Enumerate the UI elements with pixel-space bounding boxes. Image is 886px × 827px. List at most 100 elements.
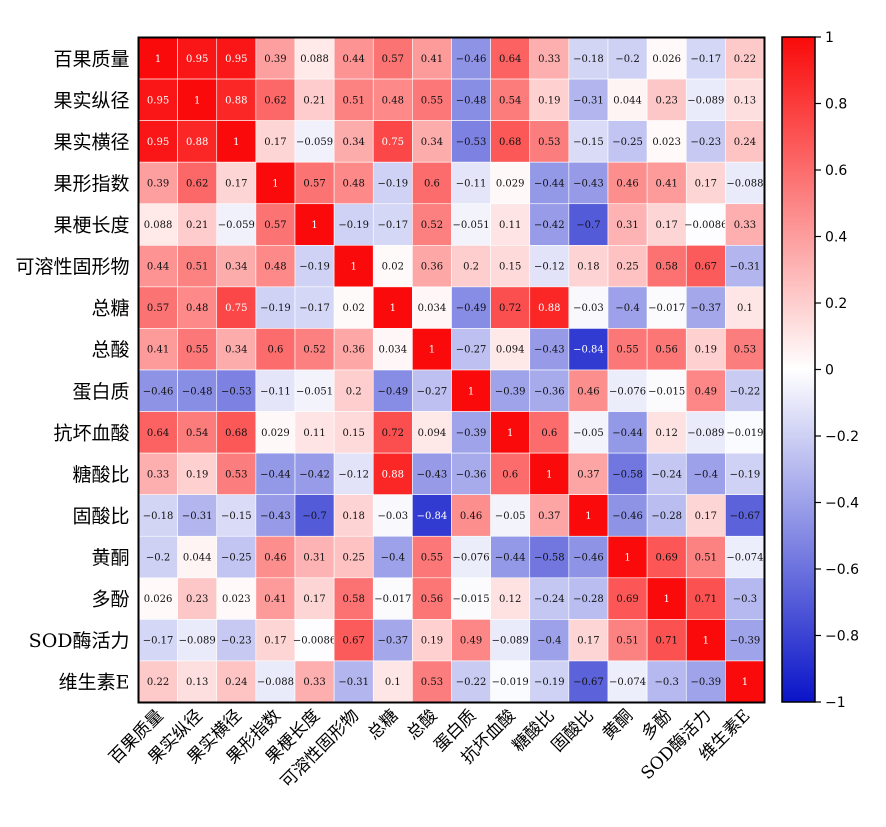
heatmap-cell [607, 411, 648, 454]
heatmap-cell [372, 494, 413, 537]
cell-value-label: −0.03 [377, 511, 408, 522]
cell-value-label: 0.36 [343, 345, 365, 356]
cell-value-label: 0.31 [616, 220, 638, 231]
cell-value-label: −0.4 [615, 303, 639, 314]
cell-value-label: 0.58 [343, 594, 365, 605]
heatmap-cell [216, 286, 257, 329]
heatmap-cell [412, 452, 452, 495]
heatmap-cell [685, 369, 726, 412]
heatmap-cell [138, 161, 178, 205]
heatmap-cell [568, 328, 609, 371]
cell-value-label: −0.15 [573, 137, 604, 148]
heatmap-cell [216, 452, 257, 495]
row-label: 总糖 [91, 298, 129, 320]
cell-value-label: −0.44 [260, 469, 291, 480]
cell-value-label: −0.076 [453, 553, 490, 564]
heatmap-cell [568, 245, 609, 288]
heatmap-cell [177, 535, 218, 579]
heatmap-cell [529, 286, 570, 329]
cell-value-label: 0.21 [186, 220, 208, 231]
cell-value-label: 0.71 [656, 636, 678, 647]
cell-value-label: −0.3 [733, 594, 757, 605]
cell-value-label: 0.17 [577, 636, 599, 647]
cell-value-label: 0.58 [656, 262, 678, 273]
heatmap-cell [255, 411, 296, 454]
heatmap-cell [568, 203, 609, 246]
cell-value-label: −0.58 [534, 553, 565, 564]
heatmap-cell [529, 619, 570, 662]
heatmap-cell [646, 577, 687, 620]
cell-value-label: −0.39 [495, 386, 526, 397]
heatmap-cell [177, 286, 218, 329]
heatmap-cell [177, 452, 218, 495]
heatmap-cell [177, 161, 218, 205]
cell-value-label: 0.026 [652, 54, 681, 65]
column-label: 黄酮 [599, 706, 637, 744]
cell-value-label: −0.059 [296, 137, 333, 148]
cell-value-label: 0.53 [225, 469, 247, 480]
row-labels: 百果质量果实纵径果实横径果形指数果梗长度可溶性固形物总糖总酸蛋白质抗坏血酸糖酸比… [15, 48, 129, 693]
cell-value-label: −0.05 [573, 428, 604, 439]
cell-value-label: −0.37 [377, 636, 408, 647]
cell-value-label: −0.37 [690, 303, 721, 314]
cell-value-label: 0.044 [183, 553, 212, 564]
colorbar-tick-label: −0.6 [825, 562, 859, 578]
cell-value-label: 0.54 [186, 428, 208, 439]
cell-value-label: −0.46 [573, 553, 604, 564]
cell-value-label: 0.57 [382, 54, 404, 65]
cell-value-label: 0.034 [378, 345, 407, 356]
heatmap-cell [255, 328, 296, 371]
cell-value-label: 0.51 [343, 95, 365, 106]
heatmap-cell [216, 577, 257, 620]
heatmap-cell [725, 411, 765, 454]
cell-value-label: 0.75 [225, 303, 247, 314]
row-label: 糖酸比 [72, 464, 129, 486]
row-label: 百果质量 [53, 48, 129, 70]
heatmap-cell [177, 494, 218, 537]
cell-value-label: −0.31 [338, 677, 369, 688]
heatmap-cell [607, 161, 648, 205]
cell-value-label: −0.05 [495, 511, 526, 522]
heatmap-cell [451, 245, 491, 288]
cell-value-label: 0.029 [261, 428, 290, 439]
cell-value-label: −0.12 [338, 469, 369, 480]
cell-value-label: 0.17 [264, 636, 286, 647]
heatmap-cell [529, 78, 570, 121]
heatmap-cell [138, 369, 178, 412]
row-label: 维生素E [59, 672, 130, 694]
row-label: 果实纵径 [53, 90, 129, 112]
cell-value-label: 0.094 [418, 428, 447, 439]
heatmap-cell [216, 78, 257, 121]
heatmap-cell [255, 120, 296, 163]
heatmap-cell [529, 245, 570, 288]
cell-value-label: 0.029 [496, 178, 525, 189]
cell-value-label: 0.2 [463, 262, 479, 273]
cell-value-label: −0.67 [730, 511, 761, 522]
heatmap-cell [646, 245, 687, 288]
cell-value-label: 0.48 [343, 178, 365, 189]
cell-value-label: −0.19 [534, 677, 565, 688]
heatmap-cell [568, 78, 609, 121]
cell-value-label: −0.19 [260, 303, 291, 314]
heatmap-cell [685, 660, 726, 703]
heatmap-cell [138, 577, 178, 620]
cell-value-label: 0.088 [300, 54, 329, 65]
cell-value-label: −0.24 [534, 594, 565, 605]
heatmap-cell [568, 494, 609, 537]
heatmap-cell [685, 494, 726, 537]
heatmap-cell [725, 286, 765, 329]
cell-value-label: 0.46 [460, 511, 482, 522]
cell-value-label: 0.19 [421, 636, 443, 647]
cell-value-label: 1 [624, 553, 630, 564]
cell-value-label: −0.39 [690, 677, 721, 688]
heatmap-cell [607, 120, 648, 163]
colorbar-tick-label: −0.4 [825, 496, 859, 512]
cell-value-label: 0.2 [346, 386, 362, 397]
heatmap-cell [490, 369, 531, 412]
cell-value-label: 0.6 [267, 345, 283, 356]
cell-value-label: 0.72 [382, 428, 404, 439]
cell-value-label: −0.089 [492, 636, 529, 647]
cell-value-label: 0.54 [499, 95, 521, 106]
heatmap-cell [372, 78, 413, 121]
cell-value-label: −0.44 [612, 428, 643, 439]
